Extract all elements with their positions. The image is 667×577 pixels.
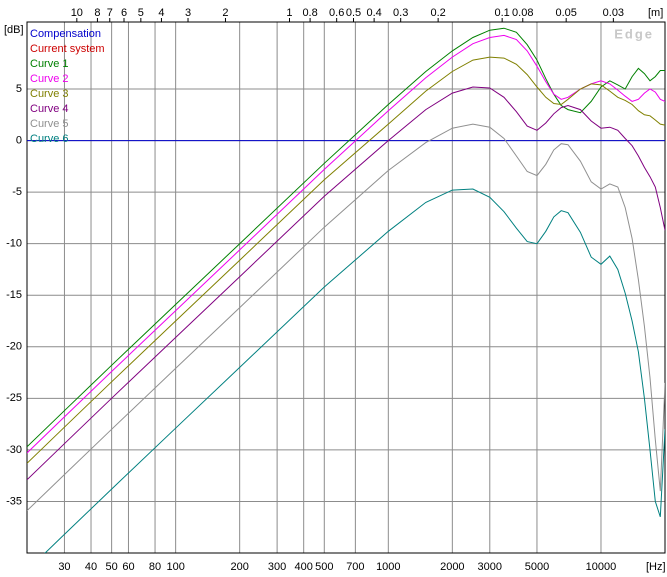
- x-tick-label: 30: [58, 561, 70, 573]
- x2-tick-label: 1: [286, 7, 292, 19]
- x-tick-label: 100: [166, 561, 184, 573]
- legend-entry: Compensation: [30, 28, 101, 40]
- y-tick-label: 0: [16, 134, 22, 146]
- legend-entry: Curve 3: [30, 88, 69, 100]
- x-tick-label: 40: [85, 561, 97, 573]
- series-line: [27, 27, 665, 448]
- x2-tick-label: 3: [185, 7, 191, 19]
- x2-axis-label: [m]: [648, 7, 663, 19]
- y-tick-label: -15: [6, 289, 22, 301]
- x2-tick-label: 0.6: [329, 7, 344, 19]
- x-axis-label: [Hz]: [646, 561, 666, 573]
- x-tick-label: 1000: [376, 561, 400, 573]
- y-tick-label: -35: [6, 495, 22, 507]
- x-tick-label: 700: [346, 561, 364, 573]
- x2-tick-label: 0.2: [430, 7, 445, 19]
- x-tick-label: 500: [315, 561, 333, 573]
- series-line: [27, 34, 665, 454]
- y-tick-label: -25: [6, 392, 22, 404]
- x2-tick-label: 0.8: [302, 7, 317, 19]
- y-tick-label: -20: [6, 341, 22, 353]
- x-tick-label: 60: [122, 561, 134, 573]
- y-tick-label: -5: [12, 186, 22, 198]
- x-tick-label: 80: [149, 561, 161, 573]
- x2-tick-label: 0.5: [346, 7, 361, 19]
- x-tick-label: 400: [295, 561, 313, 573]
- legend-entry: Curve 6: [30, 133, 69, 145]
- plot-frame: [26, 21, 666, 554]
- x-tick-label: 2000: [440, 561, 464, 573]
- x2-tick-label: 8: [94, 7, 100, 19]
- watermark: Edge: [614, 26, 654, 41]
- x2-tick-label: 2: [222, 7, 228, 19]
- x-tick-label: 5000: [525, 561, 549, 573]
- series-line: [27, 56, 665, 464]
- x2-tick-label: 0.1: [495, 7, 510, 19]
- legend-entry: Curve 2: [30, 73, 69, 85]
- x-tick-label: 200: [230, 561, 248, 573]
- x2-tick-label: 0.4: [366, 7, 381, 19]
- plot-lines: [27, 27, 665, 553]
- legend-entry: Curve 1: [30, 58, 69, 70]
- series-line: [27, 86, 665, 481]
- x-tick-label: 50: [106, 561, 118, 573]
- y-tick-label: -30: [6, 444, 22, 456]
- legend-entry: Curve 5: [30, 118, 69, 130]
- x-tick-label: 3000: [478, 561, 502, 573]
- legend-entry: Current system: [30, 43, 105, 55]
- x2-tick-label: 7: [107, 7, 113, 19]
- series-line: [44, 188, 665, 553]
- x-tick-label: 300: [268, 561, 286, 573]
- y-axis-label: [dB]: [4, 24, 24, 36]
- y-tick-label: 5: [16, 83, 22, 95]
- x2-tick-label: 4: [158, 7, 164, 19]
- legend-entry: Curve 4: [30, 103, 69, 115]
- x2-tick-label: 6: [121, 7, 127, 19]
- y-tick-label: -10: [6, 238, 22, 250]
- x2-tick-label: 5: [138, 7, 144, 19]
- x2-tick-label: 0.03: [603, 7, 624, 19]
- x2-tick-label: 0.05: [555, 7, 576, 19]
- x-tick-label: 10000: [586, 561, 617, 573]
- x2-tick-label: 10: [71, 7, 83, 19]
- x2-tick-label: 0.08: [512, 7, 533, 19]
- x2-tick-label: 0.3: [393, 7, 408, 19]
- series-line: [27, 123, 665, 512]
